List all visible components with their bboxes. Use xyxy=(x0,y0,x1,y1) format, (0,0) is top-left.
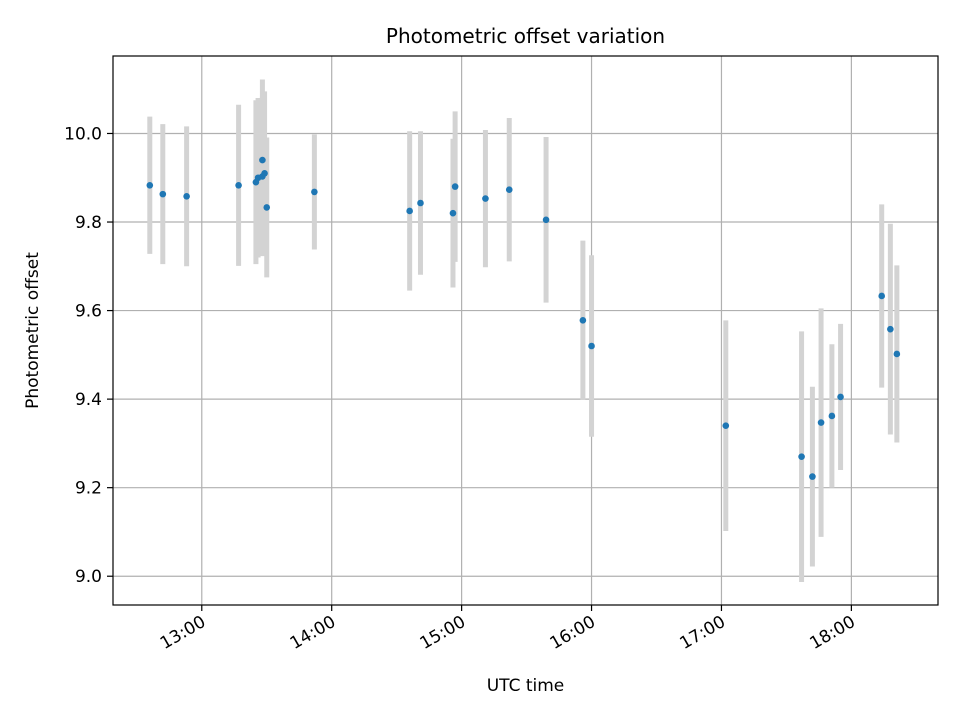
data-point xyxy=(259,156,266,164)
y-tick-label: 9.2 xyxy=(75,479,102,499)
data-point xyxy=(837,393,844,401)
data-point xyxy=(579,317,587,324)
data-point xyxy=(722,422,730,429)
chart-title: Photometric offset variation xyxy=(386,24,665,48)
data-points xyxy=(146,156,901,480)
data-point xyxy=(417,199,424,207)
grid xyxy=(113,56,938,605)
y-tick-label: 9.8 xyxy=(75,213,102,233)
data-point xyxy=(406,207,413,215)
y-tick-label: 10.0 xyxy=(64,124,102,144)
data-point xyxy=(235,181,242,189)
data-point xyxy=(159,190,167,198)
data-point xyxy=(817,419,825,426)
data-point xyxy=(183,193,190,200)
data-point xyxy=(311,188,318,196)
y-axis-ticks: 9.0 9.2 9.4 9.6 9.8 10.0 xyxy=(64,124,113,587)
data-point xyxy=(878,292,886,300)
data-point xyxy=(809,473,816,480)
y-tick-label: 9.0 xyxy=(75,567,102,587)
data-point xyxy=(449,209,457,217)
x-axis-label: UTC time xyxy=(487,676,565,696)
data-point xyxy=(542,216,550,224)
plot-frame xyxy=(112,55,939,606)
data-point xyxy=(482,195,489,202)
data-point xyxy=(588,342,595,350)
data-point xyxy=(263,204,271,211)
y-tick-label: 9.4 xyxy=(75,390,102,410)
data-point xyxy=(505,186,513,194)
y-axis-label: Photometric offset xyxy=(23,252,43,409)
data-point xyxy=(887,325,894,333)
data-point xyxy=(451,183,459,190)
data-point xyxy=(893,350,901,358)
data-point xyxy=(146,181,154,189)
data-point xyxy=(828,412,836,420)
data-point xyxy=(798,453,805,460)
y-tick-label: 9.6 xyxy=(75,302,102,322)
data-point xyxy=(261,170,268,177)
